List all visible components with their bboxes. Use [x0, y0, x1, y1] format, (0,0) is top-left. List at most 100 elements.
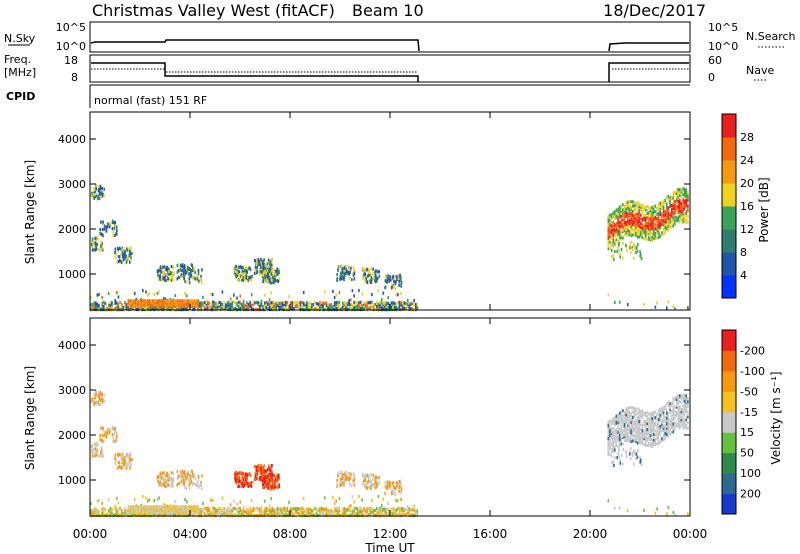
power-cell: [152, 301, 154, 305]
velocity-cell: [246, 507, 248, 511]
velocity-cell: [627, 428, 629, 432]
power-cell: [270, 307, 272, 311]
power-cell: [97, 194, 100, 198]
velocity-cell: [327, 511, 329, 515]
velocity-cell: [612, 436, 614, 440]
velocity-cell: [644, 435, 647, 440]
power-cell: [92, 242, 95, 246]
velocity-cell: [648, 442, 650, 446]
power-cell: [657, 225, 660, 229]
power-cell: [307, 304, 310, 308]
velocity-cell: [653, 426, 655, 431]
velocity-cell: [646, 432, 649, 436]
velocity-cell: [262, 513, 264, 517]
power-cell: [651, 213, 653, 217]
velocity-cell: [397, 480, 400, 484]
power-cell: [376, 276, 379, 280]
velocity-cell: [185, 513, 188, 517]
velocity-cell: [216, 510, 219, 514]
power-cell: [315, 301, 318, 306]
velocity-cell: [128, 460, 131, 464]
velocity-cell: [99, 390, 102, 394]
freq-trace: [91, 62, 419, 82]
velocity-cell: [657, 441, 660, 445]
velocity-cell: [651, 431, 653, 435]
power-cell: [192, 269, 195, 273]
velocity-cell: [609, 436, 611, 440]
power-cell: [669, 199, 671, 204]
velocity-cell: [607, 499, 610, 503]
power-cell: [656, 212, 658, 216]
velocity-cell: [304, 509, 307, 513]
nave-tick-bottom: 0: [708, 71, 715, 84]
velocity-cell: [172, 472, 175, 476]
power-cell: [345, 271, 347, 276]
power-cell: [622, 228, 624, 232]
power-cell: [374, 274, 377, 278]
velocity-cell: [182, 511, 185, 516]
velocity-cell: [622, 424, 624, 428]
velocity-cell: [157, 479, 159, 483]
velocity-cell: [667, 422, 670, 426]
velocity-cell: [125, 460, 127, 464]
velocity-cell: [289, 509, 292, 513]
power-cell: [241, 275, 243, 279]
velocity-cell: [270, 509, 272, 514]
power-cell: [148, 292, 151, 296]
power-cell: [667, 209, 670, 213]
power-cell: [687, 198, 689, 202]
velocity-cell: [138, 513, 141, 517]
velocity-cell: [610, 442, 613, 446]
velocity-cell: [260, 509, 263, 513]
velocity-cell: [161, 477, 164, 481]
velocity-cell: [664, 437, 666, 441]
velocity-cell: [146, 508, 149, 512]
power-cell: [667, 206, 670, 210]
velocity-cell: [685, 409, 688, 414]
power-cell: [159, 277, 161, 281]
power-cell: [651, 238, 653, 243]
power-cell: [627, 211, 629, 216]
power-cell: [622, 208, 624, 212]
power-cell: [402, 307, 404, 311]
velocity-cell: [96, 499, 99, 503]
velocity-cell: [164, 507, 166, 511]
power-cell: [106, 306, 108, 310]
velocity-cell: [250, 484, 253, 488]
velocity-cell: [278, 483, 280, 487]
power-cell: [674, 203, 676, 207]
power-cell: [617, 239, 619, 243]
power-cell: [649, 217, 652, 221]
velocity-colorbar-swatch: [722, 370, 736, 392]
power-cell: [200, 303, 203, 307]
velocity-cell: [262, 477, 265, 481]
velocity-cell: [322, 513, 324, 517]
velocity-cell: [120, 456, 123, 460]
velocity-cell: [351, 513, 354, 517]
power-cell: [171, 304, 173, 308]
power-cell: [259, 301, 261, 305]
velocity-cell: [653, 420, 655, 424]
velocity-cell: [609, 443, 611, 448]
power-cell: [146, 302, 149, 306]
power-cell: [410, 302, 412, 306]
velocity-cell: [138, 507, 140, 511]
velocity-cell: [361, 498, 363, 502]
power-cell: [664, 220, 666, 224]
power-cell: [338, 303, 341, 307]
power-cell: [97, 185, 100, 189]
velocity-cell: [261, 468, 264, 472]
velocity-cell: [205, 513, 207, 517]
power-cell: [122, 259, 125, 263]
velocity-cell: [638, 414, 640, 418]
velocity-cell: [330, 510, 333, 514]
velocity-cell: [674, 417, 676, 421]
velocity-cell: [656, 429, 658, 433]
velocity-cell: [319, 511, 321, 515]
power-cell: [235, 274, 238, 278]
power-cell: [669, 217, 671, 221]
velocity-cell: [627, 431, 629, 436]
velocity-cell: [651, 419, 653, 423]
power-cell: [643, 215, 645, 219]
power-cell: [114, 247, 117, 251]
